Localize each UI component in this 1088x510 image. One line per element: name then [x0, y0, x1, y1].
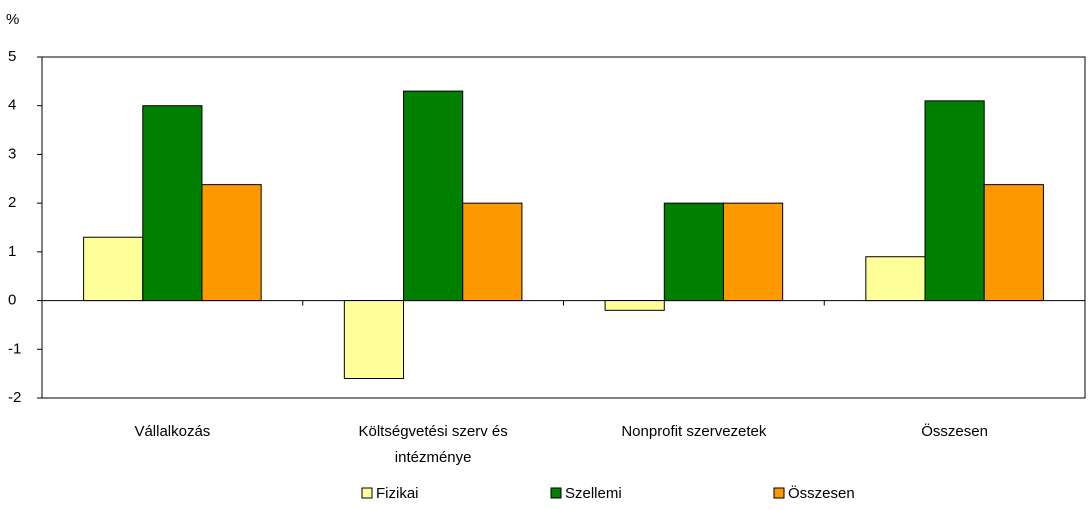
- y-tick-label: 0: [8, 292, 16, 309]
- legend-label: Szellemi: [565, 485, 622, 502]
- y-tick-label: -1: [8, 340, 21, 357]
- bar: [924, 100, 985, 302]
- bar: [983, 184, 1044, 302]
- legend-label: Összesen: [788, 484, 855, 502]
- y-tick-label: 4: [8, 97, 16, 114]
- y-tick-label: 1: [8, 243, 16, 260]
- legend-swatch: [773, 487, 785, 499]
- bar: [403, 90, 464, 302]
- bar: [343, 300, 405, 380]
- x-tick-label: Összesen: [921, 422, 988, 440]
- bar: [462, 202, 523, 302]
- legend-swatch: [550, 487, 562, 499]
- x-tick-label: Költségvetési szerv és intézménye: [359, 423, 508, 466]
- legend-label: Fizikai: [376, 485, 419, 502]
- bar: [201, 184, 262, 302]
- bar: [865, 256, 926, 302]
- legend-swatch: [361, 487, 373, 499]
- y-tick-label: -2: [8, 389, 21, 406]
- y-tick-label: 3: [8, 145, 16, 162]
- bar: [142, 105, 203, 302]
- bar: [663, 202, 724, 302]
- bar: [604, 300, 665, 311]
- y-tick-label: 5: [8, 48, 16, 65]
- bar: [722, 202, 784, 302]
- y-tick-label: 2: [8, 194, 16, 211]
- plot-frame: [41, 56, 1086, 399]
- x-tick-label: Vállalkozás: [134, 423, 210, 440]
- y-axis-label: %: [6, 11, 19, 28]
- x-tick-label: Nonprofit szervezetek: [621, 423, 767, 440]
- bar: [83, 236, 144, 302]
